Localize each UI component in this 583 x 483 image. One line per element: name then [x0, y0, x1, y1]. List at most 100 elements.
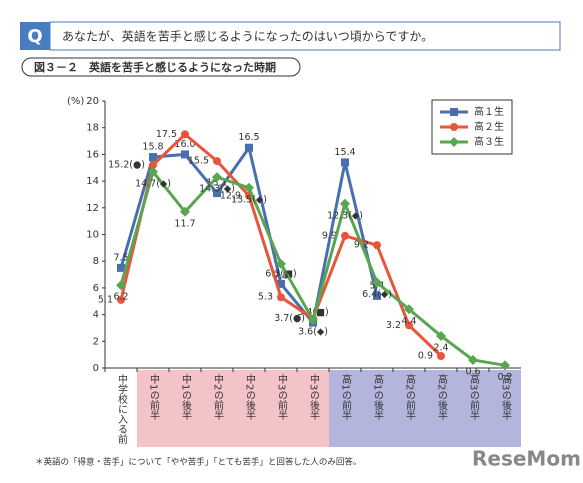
figure-label-box — [21, 57, 301, 77]
footnote: ＊英語の「得意・苦手」について「やや苦手」「とても苦手」と回答した人のみ回答。 — [35, 457, 361, 468]
data-label: 5.3 — [258, 292, 273, 303]
x-tick-label: 中3の前半 — [276, 373, 288, 421]
marker — [116, 280, 126, 291]
data-label: 14.3(◆) — [199, 184, 235, 195]
x-tick-label: 中2の前半 — [212, 373, 224, 421]
x-tick-label: 高3の前半 — [468, 373, 480, 421]
marker — [148, 166, 158, 177]
y-tick-label: 18 — [86, 123, 99, 134]
marker — [449, 137, 459, 147]
marker — [181, 150, 189, 159]
q-badge: Q — [27, 26, 42, 47]
data-label: 6.2 — [113, 292, 128, 303]
marker — [405, 321, 413, 330]
data-label: 15.4 — [334, 147, 355, 158]
marker — [308, 314, 318, 325]
marker — [373, 241, 381, 250]
band-high-school — [329, 370, 521, 447]
data-label: 12.3(◆) — [327, 210, 363, 221]
marker — [340, 198, 350, 209]
data-label: 12.9 — [220, 190, 241, 201]
data-label: 15.2(●) — [108, 160, 145, 171]
data-label: 16.0 — [174, 139, 195, 150]
series-line — [119, 144, 379, 326]
data-label: 3.6(◆) — [298, 326, 328, 337]
y-tick-label: 20 — [86, 96, 99, 107]
marker — [149, 153, 157, 162]
marker — [244, 182, 254, 193]
marker — [341, 231, 349, 240]
y-tick-label: 16 — [86, 149, 99, 160]
marker — [450, 108, 458, 116]
marker — [277, 293, 285, 302]
data-label: 0.6 — [465, 366, 480, 377]
data-label: 0.9 — [418, 350, 433, 361]
data-label: 17.5 — [156, 129, 177, 140]
marker — [276, 258, 286, 269]
y-tick-label: 12 — [86, 203, 99, 214]
legend-label: 高１生 — [474, 105, 504, 118]
q-box — [49, 21, 561, 51]
x-tick-label: 高1の前半 — [340, 373, 352, 421]
x-tick-label: 高3の後半 — [500, 373, 512, 421]
y-tick-label: 6 — [93, 283, 99, 294]
marker — [468, 354, 478, 365]
data-label: 13.1 — [206, 178, 227, 189]
data-label: 9.9 — [322, 230, 337, 241]
data-label: 0.2 — [497, 372, 512, 383]
x-tick-label: 中1の後半 — [180, 373, 192, 421]
marker — [213, 157, 221, 166]
marker — [372, 277, 382, 288]
marker — [404, 304, 414, 315]
y-tick-label: 10 — [86, 230, 99, 241]
marker — [450, 123, 458, 131]
data-label: 3.4(■) — [297, 307, 329, 318]
band-middle-school — [137, 370, 329, 447]
question: あなたが、英語を苦手と感じるようになったのはいつ頃からですか。 — [62, 29, 433, 44]
marker — [213, 189, 221, 198]
marker — [149, 161, 157, 170]
data-label: 13.5(◆) — [231, 194, 267, 205]
data-label: 7.8 — [273, 270, 288, 281]
x-tick-label: 中学校に入る前 — [116, 373, 128, 445]
y-tick-label: 0 — [93, 363, 99, 374]
marker — [181, 130, 189, 139]
data-label: 3.2 — [386, 320, 401, 331]
marker — [277, 279, 285, 288]
legend-label: 高２生 — [474, 120, 504, 133]
figure-label: 図３－２ 英語を苦手と感じるようになった時期 — [34, 60, 276, 74]
logo: ReseMom — [472, 447, 581, 471]
x-tick-label: 中2の後半 — [244, 373, 256, 421]
data-label: 16.5 — [238, 132, 259, 143]
marker — [500, 360, 510, 371]
marker — [212, 172, 222, 183]
y-tick-label: 8 — [93, 256, 99, 267]
marker — [117, 295, 125, 304]
data-label: 2.4 — [433, 342, 448, 353]
data-label: 5.1 — [98, 294, 113, 305]
marker — [373, 291, 381, 300]
data-label: 15.5 — [188, 156, 209, 167]
data-label: 6.4(◆) — [362, 289, 392, 300]
y-tick-label: 2 — [93, 336, 99, 347]
x-tick-label: 高2の前半 — [404, 373, 416, 421]
y-tick-label: 4 — [93, 310, 99, 321]
data-label: 3.7(●) — [274, 313, 305, 324]
marker — [245, 143, 253, 152]
data-label: 11.7 — [174, 218, 195, 229]
y-axis-label: (%) — [67, 96, 84, 107]
marker — [117, 263, 125, 272]
data-label: 4.4 — [401, 316, 416, 327]
x-tick-label: 高2の後半 — [436, 373, 448, 421]
y-tick-label: 14 — [86, 176, 99, 187]
data-label: 14.7(◆) — [135, 178, 171, 189]
marker — [341, 158, 349, 167]
marker — [436, 330, 446, 341]
data-label: 6.3(■) — [265, 268, 297, 279]
q-badge-bg — [20, 22, 50, 50]
marker — [180, 206, 190, 217]
data-label: 7.5 — [113, 252, 128, 263]
x-tick-label: 中3の後半 — [308, 373, 320, 421]
x-tick-label: 中1の前半 — [148, 373, 160, 421]
